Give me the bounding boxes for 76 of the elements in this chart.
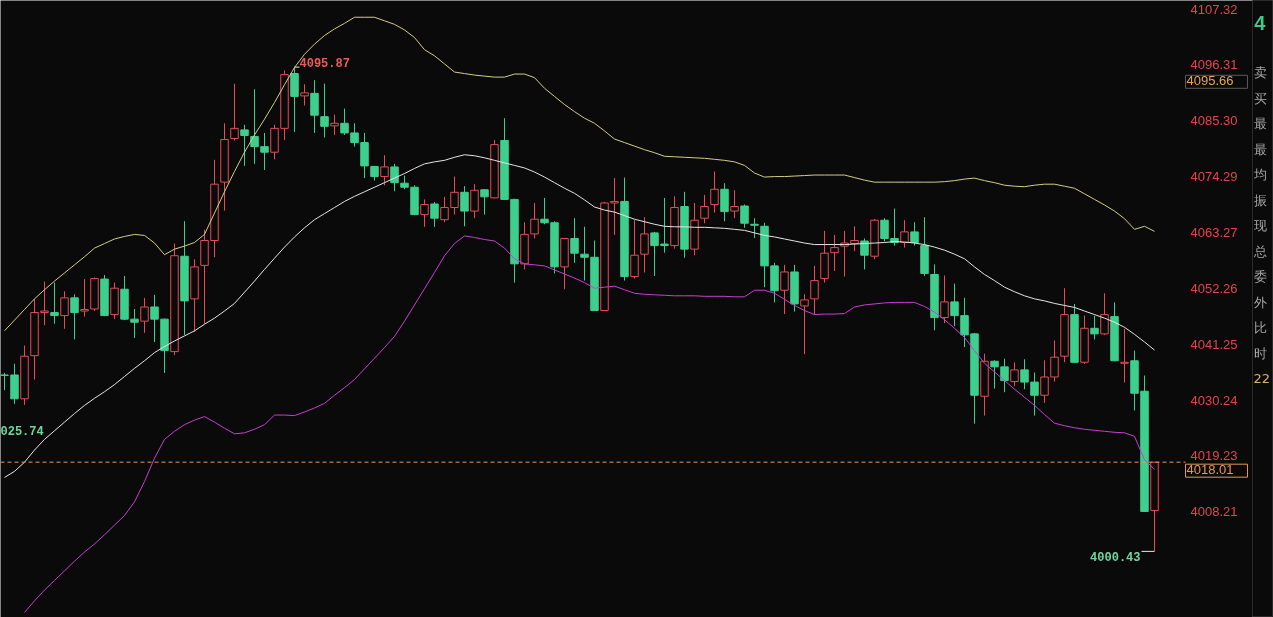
candlestick: [630, 219, 639, 280]
candlestick: [1120, 328, 1129, 384]
annotation: 025.74: [0, 425, 44, 440]
text: 卖: [1253, 65, 1267, 80]
candlestick: [380, 154, 389, 186]
candlestick: [860, 237, 869, 270]
candlestick: [700, 194, 709, 224]
candlestick: [420, 198, 429, 228]
text: 22: [1253, 371, 1271, 386]
y-tick-label: 4030.24: [1190, 392, 1238, 408]
candlestick: [290, 66, 299, 133]
candlestick: [1050, 339, 1059, 383]
candlestick: [330, 114, 339, 136]
candlestick: [1020, 358, 1029, 390]
candlestick: [70, 293, 79, 340]
candlestick: [740, 203, 749, 229]
candlestick: [480, 188, 489, 216]
candlestick: [530, 202, 539, 239]
text: 最: [1253, 141, 1267, 157]
text: 最: [1253, 116, 1267, 131]
candlestick: [910, 221, 919, 247]
candlestick: [830, 234, 839, 272]
y-tick-label: 4019.23: [1190, 448, 1238, 464]
candlestick: [780, 264, 789, 315]
y-tick-label: 4074.29: [1190, 169, 1238, 185]
text: 4000.43: [1090, 551, 1141, 566]
candlestick: [1090, 315, 1099, 340]
text: 4: [1254, 11, 1267, 34]
candlestick: [710, 170, 719, 214]
candlestick: [240, 124, 249, 167]
text: 委: [1253, 269, 1267, 284]
candlestick: [80, 278, 89, 318]
text: 总: [1252, 243, 1267, 259]
candlestick: [720, 182, 729, 222]
text: 外: [1253, 294, 1267, 310]
text: 现: [1253, 218, 1267, 233]
y-tick-label: 4096.31: [1190, 57, 1238, 73]
candlestick: [1030, 371, 1039, 417]
candlestick: [340, 108, 349, 136]
candlestick: [470, 183, 479, 219]
text: 比: [1253, 320, 1267, 335]
candlestick: [460, 185, 469, 227]
candlestick: [320, 83, 329, 138]
candlestick: [940, 275, 949, 324]
ref-line-label: 4018.01: [1186, 462, 1234, 478]
candlestick: [1010, 361, 1019, 387]
text: 买: [1253, 90, 1267, 106]
candlestick: [230, 83, 239, 142]
y-tick-label: 4085.30: [1190, 113, 1238, 129]
candlestick: [570, 217, 579, 264]
candlestick: [640, 216, 649, 273]
candlestick: [140, 297, 149, 334]
y-tick-label: 4063.27: [1190, 225, 1238, 241]
line-series: [4, 16, 1155, 332]
candlestick: [730, 189, 739, 219]
candlestick: [810, 265, 819, 316]
candlestick: [610, 177, 619, 236]
text: 4095.66: [1186, 73, 1234, 89]
candlestick: [60, 290, 69, 330]
candlestick: [750, 217, 759, 239]
candlestick: [390, 163, 399, 192]
y-tick-label: 4107.32: [1190, 1, 1238, 17]
candlestick: [310, 79, 319, 134]
candlestick: [430, 201, 439, 228]
y-tick-label: 4041.25: [1190, 336, 1238, 352]
text: 均: [1252, 167, 1267, 182]
text: 4095.87: [299, 57, 350, 72]
y-tick-label: 4052.26: [1190, 280, 1238, 296]
candlestick: [300, 83, 309, 107]
text: 时: [1253, 345, 1267, 361]
candlestick: [50, 282, 59, 325]
candlestick: [1100, 292, 1109, 336]
text: 振: [1253, 192, 1267, 208]
candlestick: [1040, 359, 1049, 404]
candlestick: [800, 293, 809, 355]
y-tick-label: 4008.21: [1190, 504, 1238, 520]
